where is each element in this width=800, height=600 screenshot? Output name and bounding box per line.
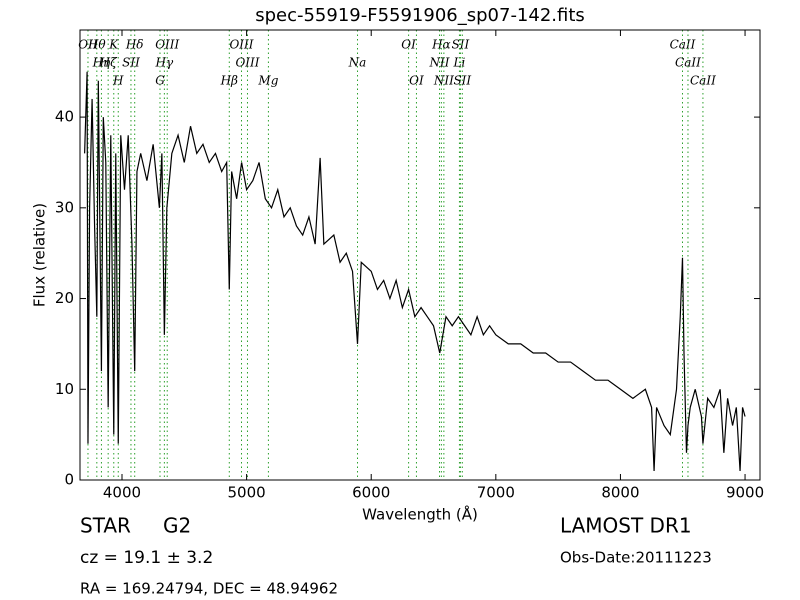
spectral-line-label: NII xyxy=(433,74,454,88)
spectral-line-label: Hα xyxy=(431,38,451,52)
spectral-line-label: Na xyxy=(348,56,367,70)
spectral-line-label: OIII xyxy=(235,56,259,70)
spectral-line-label: CaII xyxy=(690,74,716,88)
chart-title: spec-55919-F5591906_sp07-142.fits xyxy=(255,5,585,26)
spectral-line-label: OIII xyxy=(155,38,179,52)
spectral-line-label: Hβ xyxy=(220,74,238,88)
spectral-line-label: H xyxy=(112,74,124,88)
spectral-line-label: OII xyxy=(78,38,98,52)
spectral-line-label: K xyxy=(108,38,119,52)
obs-date: Obs-Date:20111223 xyxy=(560,549,712,567)
spectral-line-label: Li xyxy=(453,56,466,70)
coordinates: RA = 169.24794, DEC = 48.94962 xyxy=(80,580,338,598)
spectral-line-label: OI xyxy=(409,74,424,88)
spectral-line-label: SII xyxy=(453,74,471,88)
spectral-line-label: SII xyxy=(122,56,140,70)
x-tick-label: 8000 xyxy=(601,484,639,502)
x-axis-label: Wavelength (Å) xyxy=(362,505,478,524)
spectral-line-label: NII xyxy=(429,56,450,70)
spectral-line-label: G xyxy=(155,74,165,88)
spectral-line-label: Hγ xyxy=(155,56,174,70)
subclass: G2 xyxy=(163,514,191,538)
redshift: cz = 19.1 ± 3.2 xyxy=(80,548,213,568)
spectral-line-label: CaII xyxy=(670,38,696,52)
spectral-line-label: Hζ xyxy=(99,56,118,70)
y-tick-label: 20 xyxy=(55,289,74,307)
survey: LAMOST DR1 xyxy=(560,514,692,538)
spectral-line-label: Hθ xyxy=(87,38,106,52)
spectrum-line xyxy=(84,71,746,471)
spectral-line-label: Hη xyxy=(92,56,111,70)
spectral-line-label: OIII xyxy=(229,38,253,52)
x-tick-label: 6000 xyxy=(352,484,390,502)
spectral-line-label: Hδ xyxy=(125,38,144,52)
spectral-line-label: CaII xyxy=(675,56,701,70)
class: STAR xyxy=(80,514,131,538)
y-tick-label: 40 xyxy=(55,108,74,126)
x-tick-label: 5000 xyxy=(228,484,266,502)
spectral-line-label: OI xyxy=(401,38,416,52)
x-tick-label: 7000 xyxy=(477,484,515,502)
y-tick-label: 30 xyxy=(55,198,74,216)
x-tick-label: 4000 xyxy=(103,484,141,502)
y-axis-label: Flux (relative) xyxy=(31,203,49,307)
x-tick-label: 9000 xyxy=(726,484,764,502)
y-tick-label: 0 xyxy=(64,471,74,489)
spectral-line-label: Mg xyxy=(257,74,278,88)
spectral-line-label: SII xyxy=(452,38,470,52)
plot-frame xyxy=(79,29,761,481)
y-tick-label: 10 xyxy=(55,380,74,398)
